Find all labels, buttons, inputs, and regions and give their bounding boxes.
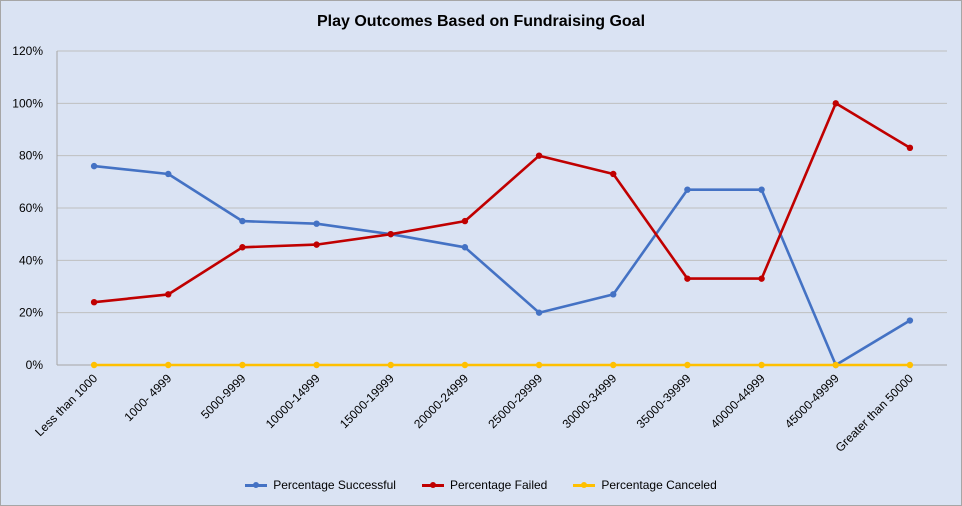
- series-line-0: [93, 164, 911, 367]
- data-point: [387, 230, 394, 238]
- data-point: [313, 220, 320, 227]
- data-point: [906, 361, 914, 369]
- data-point: [387, 361, 394, 369]
- legend-item-successful: Percentage Successful: [245, 478, 396, 492]
- data-point: [239, 361, 246, 369]
- data-point: [684, 361, 691, 369]
- data-point: [610, 361, 617, 369]
- data-point: [610, 170, 617, 178]
- data-point: [239, 244, 246, 251]
- chart-title: Play Outcomes Based on Fundraising Goal: [316, 13, 646, 30]
- y-tick-label: 120%: [12, 44, 43, 58]
- data-point: [610, 291, 617, 298]
- x-tick-label: 10000-14999: [263, 371, 323, 431]
- x-tick-label: 15000-19999: [337, 371, 397, 431]
- x-tick-label: 5000-9999: [198, 371, 249, 422]
- data-point: [758, 186, 765, 193]
- x-tick-label: 30000-34999: [559, 371, 619, 431]
- legend-item-failed: Percentage Failed: [421, 478, 548, 492]
- data-point: [906, 144, 914, 152]
- data-point: [535, 309, 543, 316]
- data-point: [758, 275, 765, 282]
- y-tick-label: 60%: [19, 201, 43, 215]
- legend-swatch-failed: [421, 480, 444, 490]
- data-point: [239, 217, 246, 225]
- legend-label-successful: Percentage Successful: [273, 478, 396, 492]
- legend-swatch-canceled: [573, 480, 596, 490]
- legend-label-canceled: Percentage Canceled: [601, 478, 717, 492]
- data-point: [832, 100, 839, 107]
- x-tick-label: Less than 1000: [32, 371, 100, 439]
- data-point: [461, 244, 469, 251]
- y-tick-label: 100%: [12, 96, 43, 110]
- data-point: [90, 162, 98, 170]
- y-tick-label: 20%: [19, 306, 43, 320]
- x-tick-label: 35000-39999: [634, 371, 694, 431]
- data-point: [90, 361, 98, 369]
- data-point: [313, 241, 320, 248]
- legend-item-canceled: Percentage Canceled: [573, 478, 717, 492]
- data-point: [90, 299, 98, 306]
- data-point: [461, 217, 469, 225]
- data-point: [832, 361, 839, 369]
- data-point: [165, 291, 172, 298]
- x-tick-label: Greater than 50000: [833, 371, 917, 455]
- data-point: [684, 186, 691, 193]
- data-point: [906, 317, 914, 324]
- data-point: [758, 361, 765, 369]
- legend-swatch-successful: [245, 480, 268, 490]
- x-tick-label: 25000-29999: [485, 371, 545, 431]
- y-tick-label: 40%: [19, 253, 43, 267]
- y-tick-label: 0%: [26, 358, 44, 372]
- x-tick-label: 40000-44999: [708, 371, 768, 431]
- y-tick-label: 80%: [19, 149, 43, 163]
- x-tick-label: 20000-24999: [411, 371, 471, 431]
- data-point: [535, 361, 543, 369]
- x-tick-label: 45000-49999: [782, 371, 842, 431]
- legend: Percentage Successful Percentage Failed …: [1, 478, 961, 492]
- legend-label-failed: Percentage Failed: [449, 478, 548, 492]
- data-point: [313, 361, 320, 369]
- data-point: [165, 361, 172, 369]
- data-point: [165, 170, 172, 178]
- data-point: [684, 275, 691, 282]
- data-point: [535, 152, 543, 159]
- series-line-1: [93, 102, 911, 304]
- data-point: [461, 361, 469, 369]
- x-tick-label: 1000- 4999: [122, 371, 175, 424]
